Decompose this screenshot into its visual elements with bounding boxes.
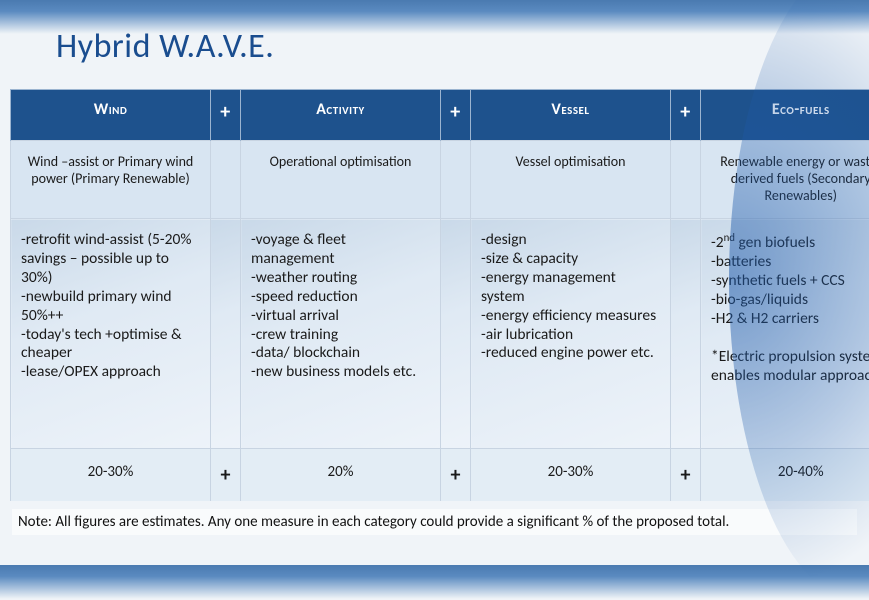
footnote: Note: All figures are estimates. Any one… — [12, 509, 857, 535]
plus-sub-0 — [211, 141, 241, 219]
body-activity: -voyage & fleet management-weather routi… — [241, 219, 441, 449]
subhead-ecofuels: Renewable energy or waste-derived fuels … — [701, 141, 869, 219]
plus-pct-0: + — [211, 449, 241, 502]
wave-table: Wind + Activity + Vessel + Eco-fuels Win… — [10, 89, 859, 501]
plus-sub-2 — [671, 141, 701, 219]
col-header-activity: Activity — [241, 90, 441, 141]
pct-vessel: 20-30% — [471, 449, 671, 502]
plus-pct-2: + — [671, 449, 701, 502]
body-wind: -retrofit wind-assist (5-20% savings – p… — [11, 219, 211, 449]
col-header-vessel: Vessel — [471, 90, 671, 141]
pct-wind: 20-30% — [11, 449, 211, 502]
body-vessel: -design-size & capacity-energy managemen… — [471, 219, 671, 449]
plus-header-0: + — [211, 90, 241, 141]
subhead-activity: Operational optimisation — [241, 141, 441, 219]
plus-sub-1 — [441, 141, 471, 219]
subhead-wind: Wind –assist or Primary wind power (Prim… — [11, 141, 211, 219]
pct-ecofuels: 20-40% — [701, 449, 869, 502]
body-ecofuels: -2nd gen biofuels-batteries-synthetic fu… — [701, 219, 869, 449]
col-header-wind: Wind — [11, 90, 211, 141]
plus-body-1 — [441, 219, 471, 449]
plus-body-2 — [671, 219, 701, 449]
plus-header-1: + — [441, 90, 471, 141]
col-header-ecofuels: Eco-fuels — [701, 90, 869, 141]
subhead-vessel: Vessel optimisation — [471, 141, 671, 219]
plus-body-0 — [211, 219, 241, 449]
page-title: Hybrid W.A.V.E. — [0, 0, 869, 67]
pct-activity: 20% — [241, 449, 441, 502]
plus-header-2: + — [671, 90, 701, 141]
plus-pct-1: + — [441, 449, 471, 502]
